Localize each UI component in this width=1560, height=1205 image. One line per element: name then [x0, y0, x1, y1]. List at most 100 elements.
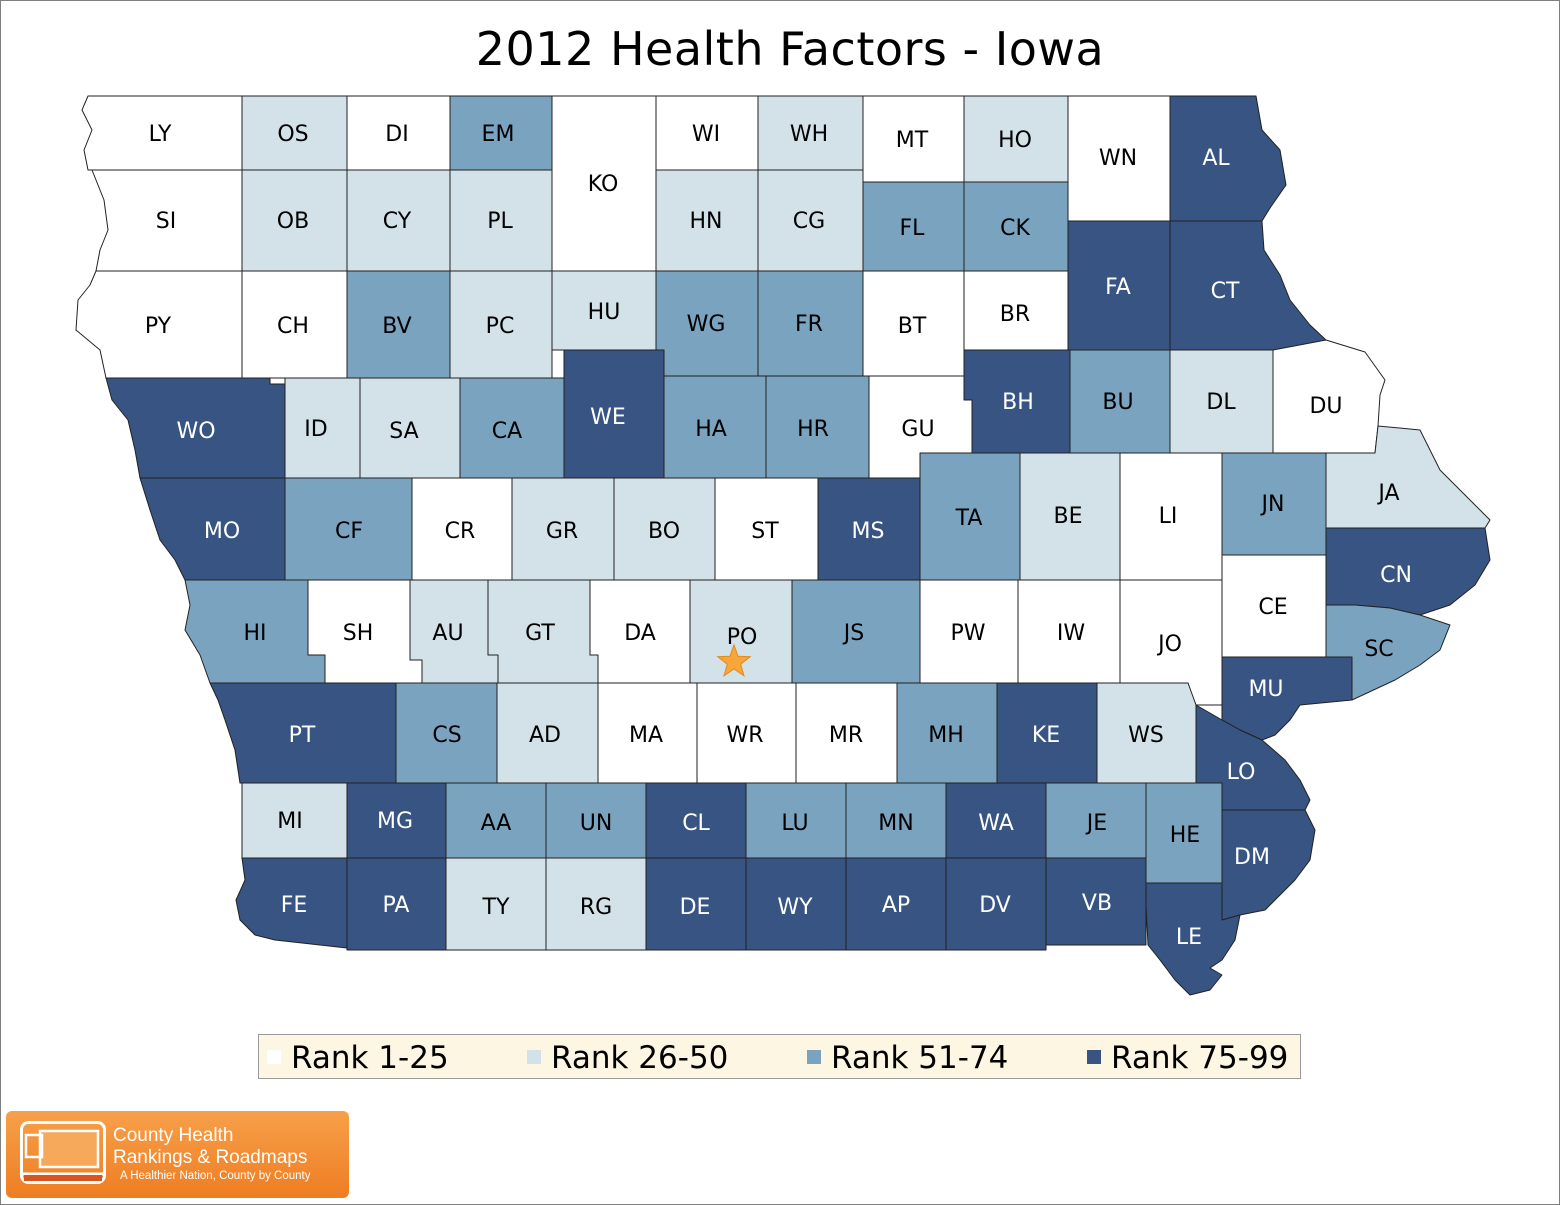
county-label-rg: RG — [580, 895, 612, 920]
logo-name-line1: County Health — [113, 1125, 234, 1146]
county-label-jn: JN — [1260, 492, 1285, 517]
county-label-je: JE — [1085, 811, 1107, 836]
county-label-le: LE — [1176, 925, 1202, 950]
county-label-un: UN — [580, 811, 613, 836]
county-label-si: SI — [156, 209, 176, 234]
county-label-cf: CF — [335, 519, 363, 544]
county-label-gu: GU — [901, 417, 934, 442]
county-label-da: DA — [624, 621, 656, 646]
county-label-dv: DV — [979, 893, 1011, 918]
star-icon — [716, 643, 752, 677]
county-label-ck: CK — [1000, 216, 1030, 241]
county-label-mt: MT — [896, 128, 929, 153]
county-label-lu: LU — [781, 811, 808, 836]
county-health-rankings-logo: County Health Rankings & Roadmaps A Heal… — [6, 1111, 349, 1198]
logo-mark-icon — [20, 1121, 106, 1184]
county-label-wr: WR — [726, 723, 763, 748]
county-label-au: AU — [432, 621, 463, 646]
legend: Rank 1-25 Rank 26-50 Rank 51-74 Rank 75-… — [258, 1034, 1301, 1079]
county-le — [1145, 882, 1241, 996]
county-label-dl: DL — [1206, 390, 1236, 415]
legend-swatch-rank-26-50 — [527, 1049, 541, 1064]
county-label-wi: WI — [692, 122, 720, 147]
county-label-po: PO — [727, 625, 758, 650]
county-dv — [945, 857, 1047, 951]
county-label-bo: BO — [648, 519, 680, 544]
county-label-pc: PC — [486, 314, 515, 339]
county-label-js: JS — [842, 621, 864, 646]
county-label-ws: WS — [1128, 723, 1164, 748]
county-label-wg: WG — [687, 312, 726, 337]
county-label-wa: WA — [978, 811, 1014, 836]
legend-label: Rank 26-50 — [551, 1040, 729, 1076]
county-label-ca: CA — [492, 419, 522, 444]
county-label-cg: CG — [793, 209, 825, 234]
county-label-mh: MH — [928, 723, 964, 748]
county-label-cr: CR — [445, 519, 476, 544]
county-label-li: LI — [1159, 504, 1178, 529]
legend-item-rank-75-99: Rank 75-99 — [1087, 1040, 1288, 1076]
county-label-mi: MI — [277, 809, 302, 834]
county-label-ch: CH — [277, 314, 309, 339]
county-label-bh: BH — [1002, 390, 1034, 415]
county-label-mo: MO — [204, 519, 240, 544]
county-label-gr: GR — [546, 519, 578, 544]
county-label-al: AL — [1202, 146, 1230, 171]
county-label-hu: HU — [588, 300, 621, 325]
county-label-mu: MU — [1248, 677, 1283, 702]
county-label-iw: IW — [1057, 621, 1085, 646]
county-label-ob: OB — [277, 209, 309, 234]
county-label-os: OS — [277, 122, 308, 147]
logo-tagline: A Healthier Nation, County by County — [120, 1170, 311, 1182]
county-label-dm: DM — [1234, 845, 1270, 870]
county-label-de: DE — [680, 895, 711, 920]
legend-item-rank-1-25: Rank 1-25 — [267, 1040, 449, 1076]
county-label-ct: CT — [1211, 279, 1240, 304]
county-label-ad: AD — [529, 723, 561, 748]
county-label-hi: HI — [243, 621, 266, 646]
county-label-wn: WN — [1099, 146, 1137, 171]
county-label-mn: MN — [878, 811, 913, 836]
county-label-aa: AA — [481, 811, 512, 836]
county-label-ja: JA — [1376, 481, 1399, 506]
county-label-we: WE — [590, 405, 626, 430]
county-label-wo: WO — [176, 419, 215, 444]
county-label-bt: BT — [898, 314, 927, 339]
county-label-hn: HN — [690, 209, 723, 234]
legend-swatch-rank-51-74 — [807, 1049, 821, 1064]
county-label-he: HE — [1170, 823, 1200, 848]
county-label-ho: HO — [998, 128, 1032, 153]
county-label-ma: MA — [629, 723, 663, 748]
county-label-py: PY — [145, 314, 172, 339]
county-label-fe: FE — [281, 893, 308, 918]
county-label-du: DU — [1309, 394, 1342, 419]
county-label-cs: CS — [432, 723, 461, 748]
county-label-hr: HR — [797, 417, 829, 442]
county-ct — [1169, 220, 1327, 351]
county-label-bv: BV — [382, 314, 411, 339]
county-label-em: EM — [482, 122, 515, 147]
county-label-vb: VB — [1082, 891, 1112, 916]
county-label-sc: SC — [1364, 637, 1393, 662]
county-label-pw: PW — [950, 621, 985, 646]
county-label-sh: SH — [343, 621, 374, 646]
county-label-fr: FR — [795, 312, 823, 337]
legend-label: Rank 75-99 — [1111, 1040, 1289, 1076]
county-label-id: ID — [304, 417, 327, 442]
county-label-bu: BU — [1102, 390, 1133, 415]
county-label-gt: GT — [525, 621, 555, 646]
county-label-sa: SA — [389, 419, 418, 444]
county-label-ta: TA — [955, 506, 983, 531]
county-mu — [1221, 656, 1353, 741]
county-label-mg: MG — [377, 809, 413, 834]
legend-swatch-rank-1-25 — [267, 1049, 281, 1064]
legend-label: Rank 51-74 — [831, 1040, 1009, 1076]
county-label-ke: KE — [1032, 723, 1060, 748]
logo-name: County Health Rankings & Roadmaps — [113, 1125, 307, 1169]
county-label-br: BR — [1000, 302, 1030, 327]
county-label-pt: PT — [289, 723, 316, 748]
county-label-di: DI — [385, 122, 408, 147]
legend-swatch-rank-75-99 — [1087, 1049, 1101, 1064]
county-label-mr: MR — [829, 723, 863, 748]
